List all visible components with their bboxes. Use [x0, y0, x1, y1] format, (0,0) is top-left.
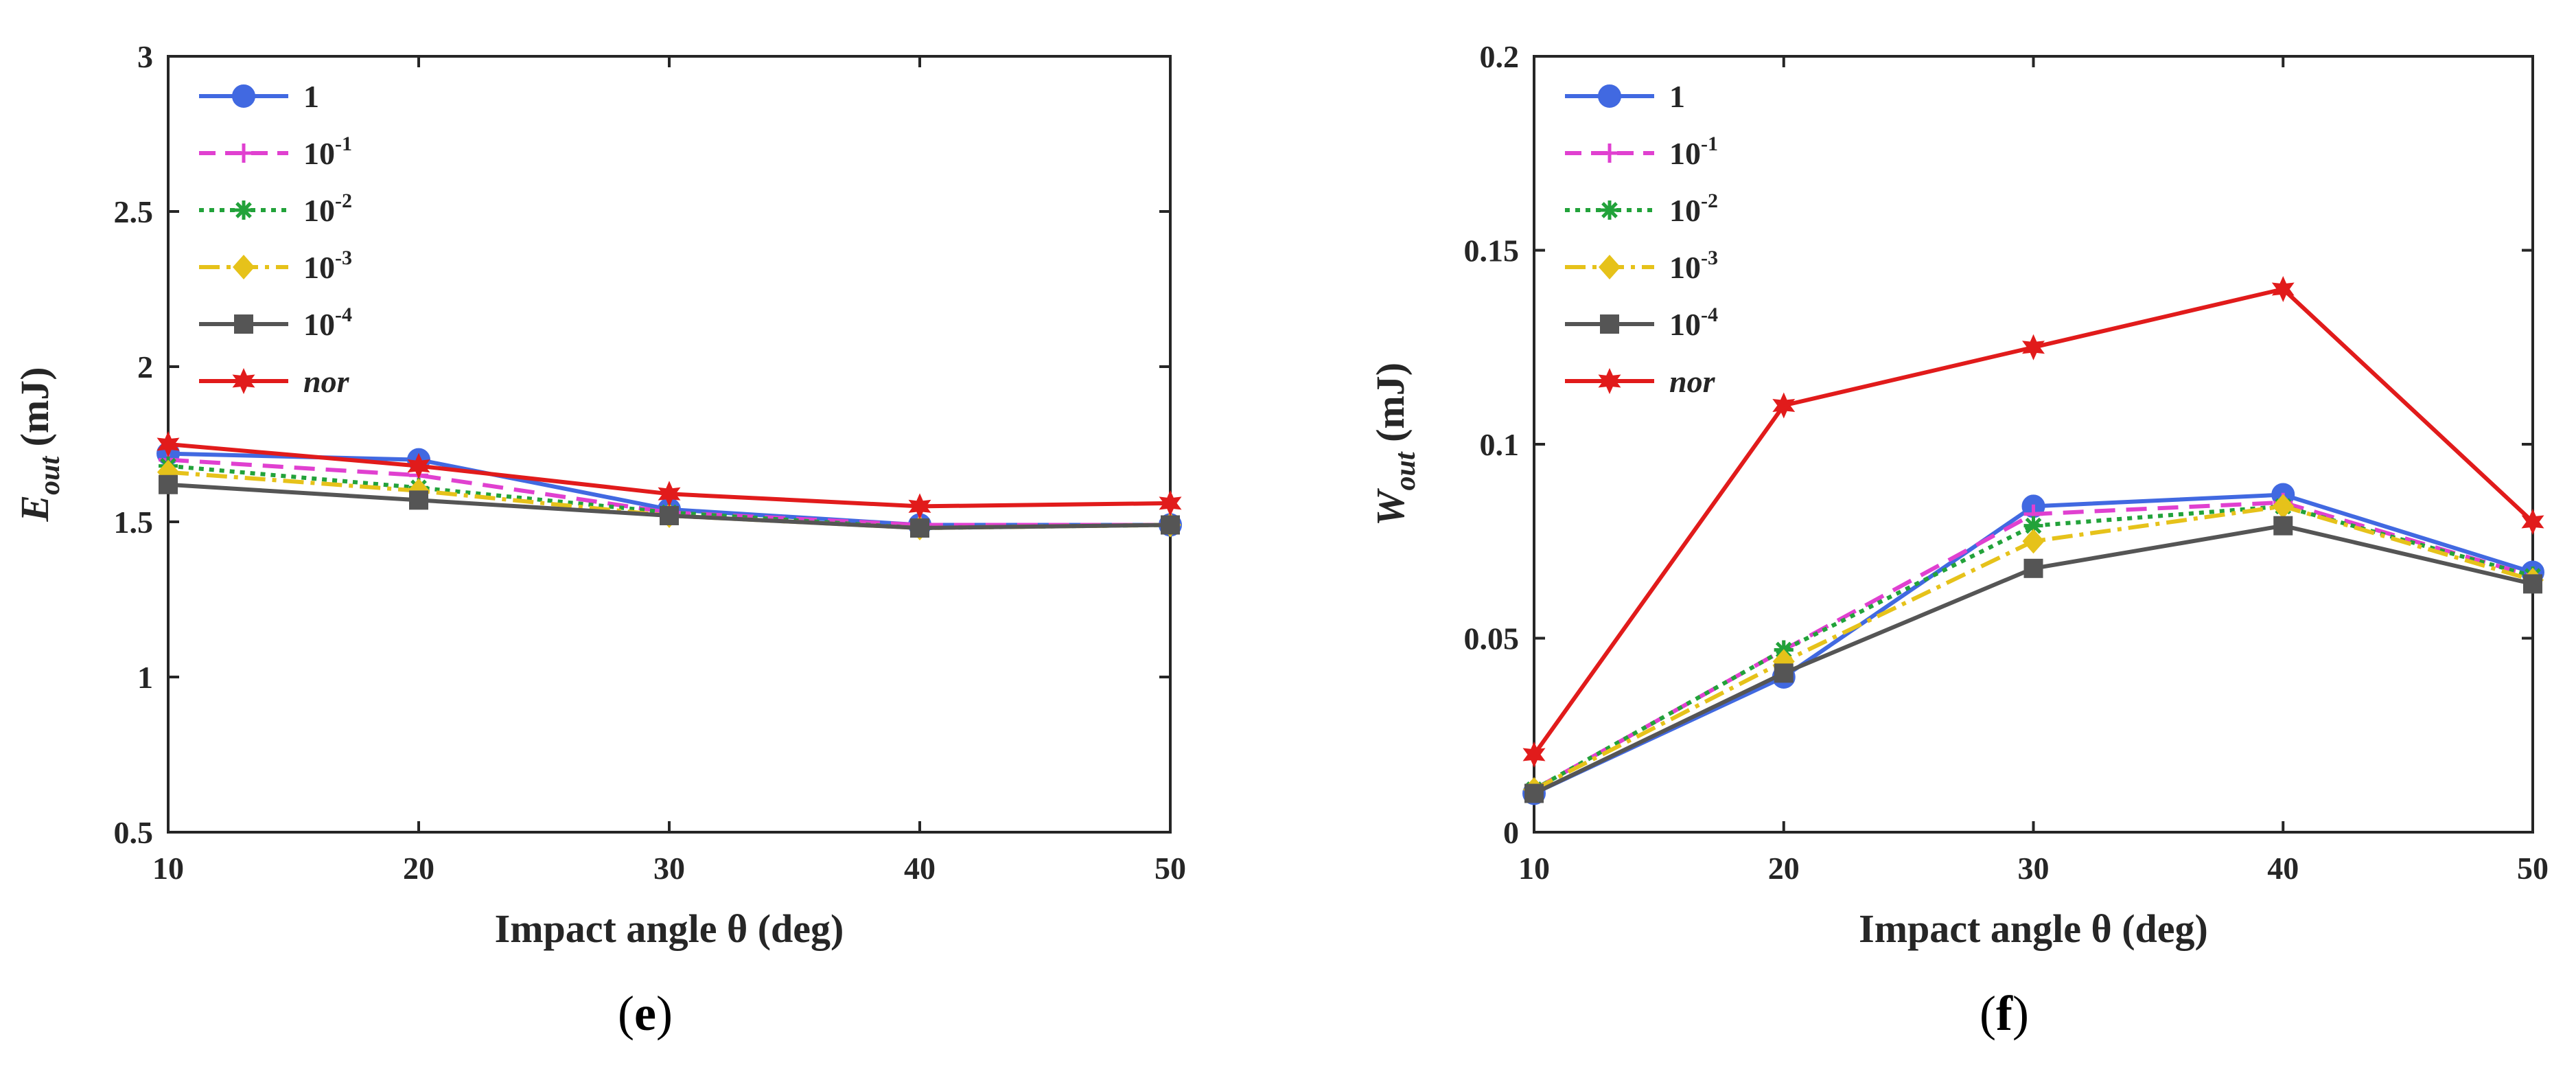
data-point: [1522, 742, 1546, 768]
data-point: [908, 493, 931, 520]
panel-caption: (f): [1980, 986, 2029, 1041]
y-tick-label: 0.05: [1464, 621, 1520, 656]
y-axis-label: Wout (mJ): [1368, 363, 1422, 526]
legend-label: nor: [303, 364, 350, 399]
data-point: [407, 452, 430, 479]
legend: 1 10-1 10-2 10-3 10-4 nor: [1565, 79, 1718, 399]
data-point: [910, 518, 929, 538]
y-tick-label: 0: [1503, 815, 1519, 850]
legend-marker: [1600, 144, 1619, 163]
data-point: [2521, 509, 2544, 535]
x-axis-label: Impact angle θ (deg): [1859, 906, 2208, 951]
legend-marker: [1598, 84, 1621, 108]
x-tick-label: 50: [1154, 851, 1186, 886]
legend-marker: [233, 255, 255, 279]
data-point: [2273, 516, 2293, 536]
y-tick-label: 2.5: [114, 194, 154, 229]
legend-label: 10-2: [1669, 190, 1718, 228]
x-tick-label: 30: [653, 851, 685, 886]
legend-label: 10-3: [1669, 246, 1718, 285]
y-tick-label: 3: [137, 39, 153, 74]
x-tick-label: 50: [2517, 851, 2549, 886]
data-point: [2022, 529, 2045, 554]
x-tick-label: 10: [1518, 851, 1550, 886]
data-point: [1774, 663, 1794, 683]
legend-marker: [234, 200, 253, 220]
y-tick-label: 1: [137, 660, 153, 695]
legend-marker: [1599, 255, 1621, 279]
legend-marker: [234, 314, 253, 334]
legend-label: 10-4: [1669, 303, 1718, 342]
plot-area: [167, 55, 1172, 834]
x-tick-label: 20: [1768, 851, 1800, 886]
data-point: [2022, 334, 2045, 360]
legend-label: 10-1: [303, 133, 352, 171]
legend-marker: [1598, 368, 1621, 394]
legend-label: 1: [303, 79, 319, 114]
series-6: [156, 431, 1182, 520]
series-5: [1524, 516, 2542, 803]
y-axis-label: Eout (mJ): [12, 367, 66, 522]
data-point: [1159, 490, 1182, 516]
legend-label: 10-1: [1669, 133, 1718, 171]
data-point: [660, 505, 679, 525]
series-6: [1522, 276, 2544, 768]
legend: 1 10-1 10-2 10-3 10-4 nor: [199, 79, 352, 399]
data-point: [2271, 276, 2295, 302]
data-point: [1524, 783, 1544, 803]
legend-label: 10-4: [303, 303, 352, 342]
legend-label: 1: [1669, 79, 1685, 114]
y-tick-label: 0.5: [114, 815, 154, 850]
legend-marker: [232, 368, 255, 394]
data-point: [1161, 515, 1180, 535]
y-tick-label: 0.15: [1464, 233, 1520, 268]
legend-label: nor: [1669, 364, 1716, 399]
data-point: [2272, 494, 2295, 519]
data-point: [658, 481, 681, 507]
legend-marker: [1600, 200, 1619, 220]
chart-panel-f: 10 20 30 40 50 0 0.05 0.1 0.15 0.2 Impact angle θ …: [1368, 39, 2549, 1041]
data-point: [2523, 574, 2542, 594]
legend-marker: [234, 144, 253, 163]
data-point: [2023, 558, 2043, 578]
data-point: [156, 431, 180, 457]
plot-area: [1533, 55, 2534, 834]
data-point: [1772, 392, 1796, 419]
data-point: [2023, 516, 2043, 536]
legend-marker: [1600, 314, 1619, 334]
x-tick-label: 10: [152, 851, 184, 886]
y-tick-label: 1.5: [114, 505, 154, 540]
x-tick-label: 20: [403, 851, 434, 886]
panel-caption: (e): [618, 986, 673, 1041]
y-tick-label: 2: [137, 349, 153, 385]
data-point: [409, 490, 428, 510]
legend-label: 10-3: [303, 246, 352, 285]
x-tick-label: 40: [2267, 851, 2299, 886]
data-point: [159, 474, 178, 494]
legend-label: 10-2: [303, 190, 352, 228]
legend-marker: [232, 84, 255, 108]
series-5: [159, 474, 1180, 538]
y-tick-label: 0.1: [1480, 427, 1520, 462]
x-tick-label: 30: [2018, 851, 2050, 886]
x-axis-label: Impact angle θ (deg): [495, 906, 844, 951]
x-tick-label: 40: [904, 851, 936, 886]
y-tick-label: 0.2: [1480, 39, 1520, 74]
chart-panel-e: 10 20 30 40 50 0.5 1 1.5 2 2.5 3 Impact angle θ (de…: [12, 39, 1186, 1041]
